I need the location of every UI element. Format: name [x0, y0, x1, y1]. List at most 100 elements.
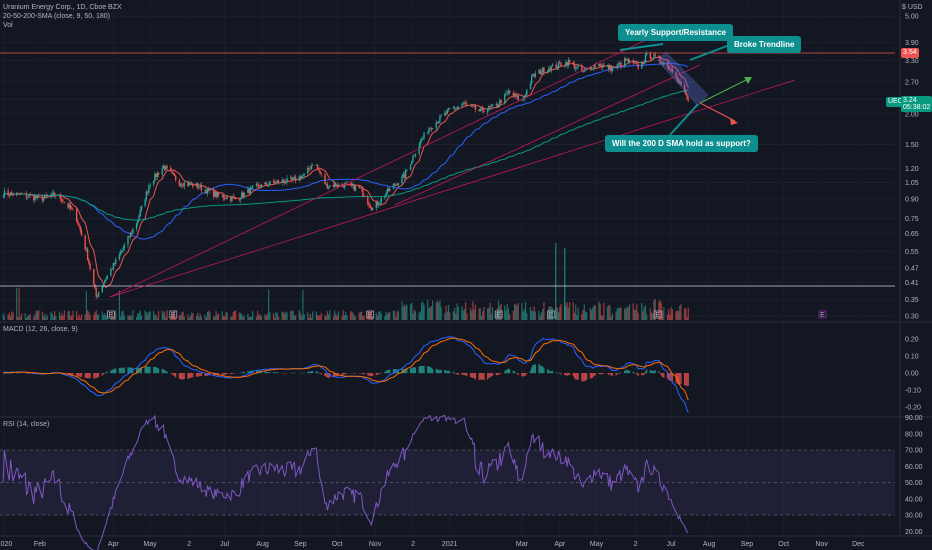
macd-histogram-bar: [129, 367, 132, 374]
time-tick-label: 2: [187, 541, 191, 548]
candle-body: [129, 232, 132, 238]
candle-body: [97, 292, 100, 297]
volume-bar: [644, 305, 647, 320]
macd-histogram-bar: [266, 372, 269, 374]
volume-bar: [569, 302, 571, 320]
macd-histogram-bar: [277, 372, 280, 374]
candle-body: [378, 204, 380, 206]
macd-histogram-bar: [457, 373, 459, 375]
volume-bar: [44, 313, 46, 320]
volume-bar: [17, 316, 19, 320]
macd-histogram-bar: [149, 366, 151, 374]
candle-body: [371, 208, 374, 211]
candle-body: [540, 72, 543, 75]
macd-signal-line: [3, 337, 689, 401]
future-earnings-label: E: [820, 312, 825, 319]
price-tick-label: 1.05: [905, 180, 919, 187]
volume-bar: [317, 315, 319, 320]
callout-pointer: [619, 43, 664, 51]
macd-histogram-bar: [394, 369, 396, 374]
time-tick-label: Dec: [852, 541, 865, 548]
candle-body: [551, 64, 554, 66]
macd-histogram-bar: [663, 373, 665, 378]
candle-body: [62, 201, 64, 203]
candle-body: [15, 192, 18, 196]
candle-body: [128, 236, 130, 238]
candle-body: [444, 112, 446, 116]
volume-bar: [543, 301, 545, 320]
candle-body: [472, 105, 474, 107]
candle-body: [256, 184, 259, 186]
volume-bar: [462, 310, 464, 320]
macd-histogram-bar: [140, 367, 143, 374]
candle-body: [362, 188, 364, 196]
volume-bar: [175, 317, 177, 320]
candle-body: [530, 76, 533, 84]
volume-bar: [72, 310, 74, 320]
candle-body: [105, 279, 107, 281]
macd-histogram-bar: [461, 373, 463, 375]
candle-body: [250, 186, 253, 188]
volume-bar: [68, 311, 70, 320]
candle-body: [307, 168, 309, 174]
candle-body: [309, 169, 311, 170]
rsi-tick-label: 90.00: [905, 415, 923, 422]
volume-bar: [118, 290, 121, 320]
volume-bar: [411, 302, 413, 320]
volume-bar: [445, 305, 447, 320]
volume-bar: [226, 311, 228, 320]
macd-histogram-bar: [589, 373, 592, 379]
volume-bar: [495, 312, 497, 320]
candle-body: [233, 197, 236, 198]
volume-bar: [652, 313, 654, 320]
rsi-tick-label: 60.00: [905, 464, 923, 471]
annotation-sma-question[interactable]: Will the 200 D SMA hold as support?: [605, 135, 758, 152]
candle-body: [292, 177, 294, 180]
volume-bar: [308, 317, 310, 320]
volume-bar: [87, 310, 89, 320]
candle-body: [144, 199, 146, 206]
candle-body: [351, 183, 353, 186]
rsi-tick-label: 80.00: [905, 431, 923, 438]
candle-body: [633, 62, 636, 64]
volume-bar: [255, 316, 258, 320]
volume-bar: [358, 312, 360, 320]
macd-histogram-bar: [188, 373, 190, 379]
volume-bar: [608, 304, 610, 320]
macd-histogram-bar: [166, 371, 168, 374]
macd-histogram-bar: [326, 373, 328, 378]
callout-pointer: [669, 103, 699, 136]
annotation-broke-trendline[interactable]: Broke Trendline: [727, 36, 802, 53]
candle-body: [397, 183, 400, 186]
candle-body: [440, 115, 442, 117]
volume-bar: [131, 316, 133, 320]
candle-body: [568, 60, 571, 63]
macd-histogram-bar: [105, 372, 107, 374]
volume-bar: [171, 314, 173, 320]
volume-bar: [603, 302, 605, 320]
candle-body: [312, 165, 314, 167]
candle-body: [617, 64, 620, 66]
macd-histogram-bar: [500, 373, 502, 374]
candle-body: [215, 191, 217, 197]
macd-histogram-bar: [412, 367, 414, 374]
volume-bar: [456, 303, 458, 320]
sma-legend: 20-50-200-SMA (close, 9, 50, 180): [3, 13, 111, 20]
candle-body: [418, 145, 420, 154]
candle-body: [85, 248, 88, 250]
macd-histogram-bar: [602, 373, 604, 374]
candle-body: [127, 236, 129, 245]
time-tick-label: Jul: [667, 541, 676, 548]
macd-histogram-bar: [418, 366, 420, 374]
volume-bar: [38, 310, 40, 320]
rsi-tick-label: 70.00: [905, 448, 923, 455]
macd-histogram-bar: [372, 373, 374, 377]
annotation-support-resistance[interactable]: Yearly Support/Resistance: [618, 24, 733, 41]
volume-bar: [247, 313, 249, 320]
candle-body: [334, 183, 336, 188]
volume-bar: [551, 308, 554, 320]
macd-pane: [2, 336, 689, 413]
volume-bar: [369, 312, 371, 320]
volume-bar: [438, 302, 440, 320]
